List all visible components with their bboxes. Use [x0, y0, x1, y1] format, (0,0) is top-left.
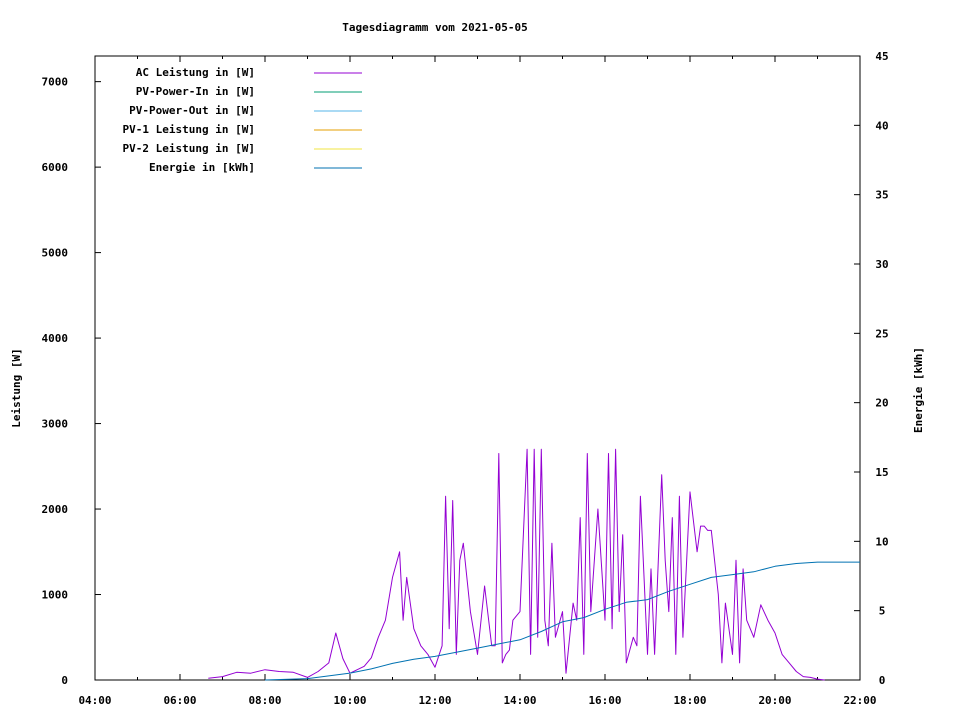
- y-tick-label: 2000: [42, 503, 69, 516]
- legend: AC Leistung in [W] PV-Power-In in [W] PV-P…: [123, 66, 362, 174]
- legend-label: Energie in [kWh]: [149, 161, 255, 174]
- y2-tick-label: 5: [879, 605, 886, 618]
- y2-tick-label: 10: [875, 535, 888, 548]
- x-tick-label: 20:00: [758, 694, 791, 707]
- y2-tick-label: 30: [875, 258, 888, 271]
- x-tick-label: 16:00: [588, 694, 621, 707]
- x-tick-label: 12:00: [418, 694, 451, 707]
- y-tick-label: 1000: [42, 589, 69, 602]
- y2-tick-label: 25: [875, 327, 888, 340]
- y2-tick-label: 20: [875, 397, 888, 410]
- legend-label: AC Leistung in [W]: [136, 66, 255, 79]
- legend-label: PV-Power-In in [W]: [136, 85, 255, 98]
- y-tick-label: 3000: [42, 418, 69, 431]
- series-group: [208, 448, 860, 681]
- y2-axis-label: Energie [kWh]: [912, 347, 925, 433]
- y2-tick-label: 35: [875, 189, 888, 202]
- y2-tick-label: 15: [875, 466, 888, 479]
- x-tick-label: 18:00: [673, 694, 706, 707]
- x-axis: 04:00 06:00 08:00 10:00 12:00 14:00 16:00 18:00…: [78, 56, 877, 707]
- y-tick-label: 0: [61, 674, 68, 687]
- y-axis-label: Leistung [W]: [10, 348, 23, 427]
- series-line: [208, 448, 825, 681]
- x-tick-label: 04:00: [78, 694, 111, 707]
- y-tick-label: 4000: [42, 332, 69, 345]
- x-tick-label: 22:00: [843, 694, 876, 707]
- x-tick-label: 06:00: [163, 694, 196, 707]
- legend-label: PV-Power-Out in [W]: [129, 104, 255, 117]
- y-tick-label: 5000: [42, 247, 69, 260]
- x-tick-label: 08:00: [248, 694, 281, 707]
- chart-title: Tagesdiagramm vom 2021-05-05: [342, 21, 527, 34]
- y-tick-label: 7000: [42, 76, 69, 89]
- left-axis: 0 1000 2000 3000 4000 5000 6000 7000: [42, 76, 101, 687]
- x-tick-label: 10:00: [333, 694, 366, 707]
- y2-tick-label: 45: [875, 50, 888, 63]
- series-line: [264, 561, 860, 681]
- x-tick-label: 14:00: [503, 694, 536, 707]
- y-tick-label: 6000: [42, 161, 69, 174]
- y2-tick-label: 40: [875, 119, 888, 132]
- right-axis: 0 5 10 15 20 25 30 35 40 45: [854, 50, 889, 687]
- y2-tick-label: 0: [879, 674, 886, 687]
- legend-label: PV-2 Leistung in [W]: [123, 142, 255, 155]
- legend-label: PV-1 Leistung in [W]: [123, 123, 255, 136]
